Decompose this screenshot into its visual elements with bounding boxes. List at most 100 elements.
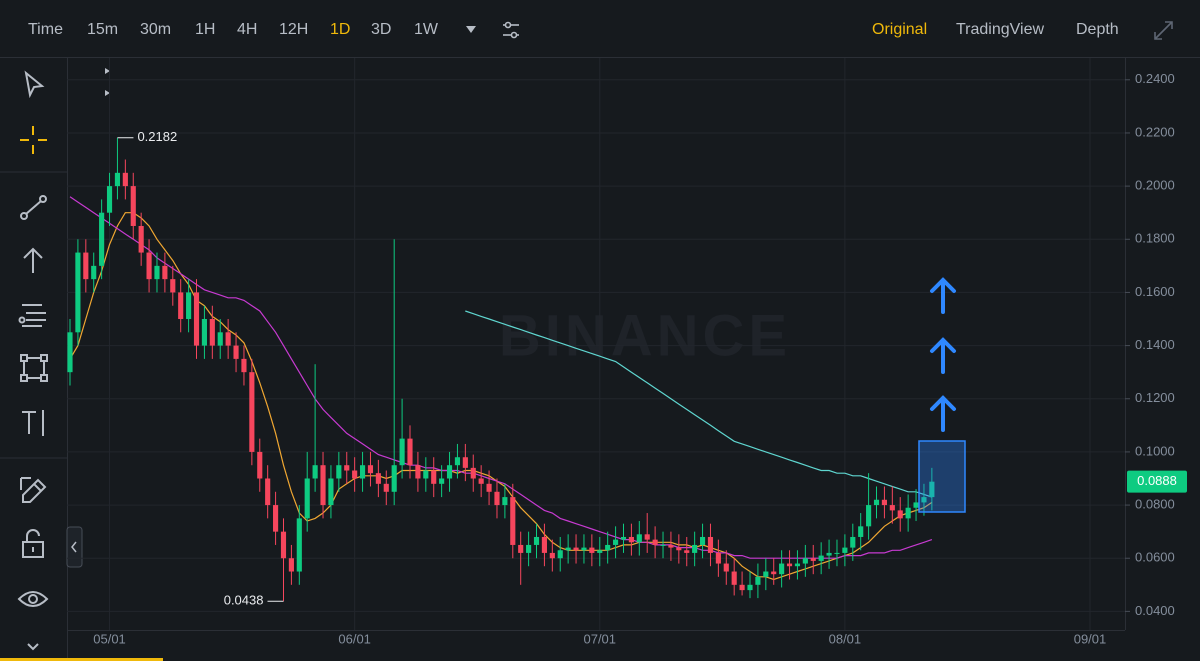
- edit-tool[interactable]: [20, 477, 47, 503]
- interval-button[interactable]: 1H: [195, 21, 215, 38]
- candle: [478, 465, 484, 498]
- fib-tool[interactable]: [18, 304, 47, 327]
- view-button[interactable]: TradingView: [956, 21, 1044, 38]
- trendline-tool[interactable]: [20, 195, 47, 220]
- candle: [850, 523, 856, 561]
- y-tick-label: 0.2000: [1135, 178, 1175, 193]
- interval-button[interactable]: 4H: [237, 21, 257, 38]
- interval-button[interactable]: 12H: [279, 21, 308, 38]
- candle-body: [802, 558, 808, 564]
- candle-body: [186, 292, 192, 320]
- candle: [209, 305, 215, 359]
- candle: [755, 563, 761, 599]
- candle: [296, 505, 302, 585]
- interval-button[interactable]: 1W: [414, 21, 439, 38]
- candle: [201, 305, 207, 359]
- interval-button[interactable]: 15m: [87, 21, 118, 38]
- candle: [352, 457, 358, 492]
- fullscreen-icon[interactable]: [1154, 21, 1173, 40]
- current-price-badge: [1127, 470, 1187, 493]
- candle: [668, 531, 674, 561]
- arrow-tool[interactable]: [23, 247, 43, 273]
- lock-tool[interactable]: [22, 529, 44, 558]
- candle-body: [114, 172, 121, 187]
- candle-body: [541, 536, 547, 553]
- y-tick-label: 0.1000: [1135, 443, 1175, 458]
- candle: [67, 319, 73, 386]
- visibility-tool[interactable]: [17, 591, 49, 607]
- shape-tool[interactable]: [20, 354, 48, 382]
- candle: [138, 212, 144, 266]
- candle: [541, 523, 547, 567]
- candle-body: [897, 510, 903, 519]
- candle: [146, 239, 152, 293]
- candle: [249, 358, 255, 466]
- candle-body: [613, 539, 619, 545]
- candle: [280, 518, 287, 602]
- interval-button[interactable]: Time: [28, 21, 63, 38]
- candle-body: [470, 467, 476, 479]
- candle-body: [692, 544, 698, 553]
- candle-body: [439, 478, 445, 484]
- candle: [644, 513, 650, 553]
- candle: [257, 438, 263, 492]
- crosshair-tool[interactable]: [20, 126, 47, 154]
- labels: 0.0400 0.0600 0.0800 0.1000 0.1200 0.1400 0.16…: [93, 71, 1187, 646]
- candle-body: [407, 438, 413, 466]
- scroll-indicator: [0, 658, 163, 661]
- candle: [842, 534, 848, 567]
- cursor-tool[interactable]: [24, 70, 45, 99]
- candle: [265, 465, 271, 519]
- drawing-toolbar: [0, 58, 67, 661]
- candle: [913, 489, 919, 522]
- interval-button[interactable]: 30m: [140, 21, 171, 38]
- candle: [818, 542, 824, 575]
- candle: [771, 558, 777, 585]
- candle-body: [739, 584, 745, 591]
- view-button-active[interactable]: Original: [872, 21, 927, 38]
- collapse-toolbar-button[interactable]: [66, 526, 83, 568]
- candle: [889, 486, 895, 524]
- candle-body: [288, 558, 294, 572]
- candle-body: [929, 481, 935, 498]
- candle-body: [478, 478, 484, 484]
- candle-body: [225, 332, 231, 346]
- candle: [312, 364, 318, 492]
- candle-body: [178, 292, 184, 320]
- collapse-icon: [71, 541, 77, 553]
- interval-button-active[interactable]: 1D: [330, 21, 350, 38]
- candle: [91, 252, 97, 293]
- candle: [154, 252, 160, 293]
- moving-average-line: [69, 196, 933, 559]
- candle-body: [565, 547, 571, 551]
- candle-body: [668, 544, 674, 548]
- expand-icon[interactable]: [27, 643, 39, 651]
- candle-body: [921, 497, 927, 503]
- candles: [67, 137, 935, 602]
- candle: [565, 534, 571, 564]
- candle: [233, 332, 239, 373]
- candle-body: [320, 465, 326, 506]
- candle: [597, 536, 603, 567]
- candle: [605, 531, 611, 564]
- candle-body: [858, 526, 864, 537]
- watermark: BINANCE: [499, 303, 791, 368]
- candle: [359, 451, 366, 492]
- candle-body: [296, 518, 302, 572]
- interval-dropdown[interactable]: [466, 26, 476, 33]
- settings-icon[interactable]: [503, 21, 519, 39]
- candle-body: [336, 465, 342, 479]
- candle: [652, 526, 658, 559]
- text-tool[interactable]: [22, 410, 44, 436]
- candle-body: [747, 584, 753, 591]
- candle-body: [201, 319, 207, 346]
- interval-button[interactable]: 3D: [371, 21, 391, 38]
- candle: [699, 523, 706, 559]
- candle: [628, 523, 634, 556]
- drawn-box: [918, 440, 966, 513]
- candle-body: [881, 499, 887, 506]
- view-button[interactable]: Depth: [1076, 21, 1119, 38]
- candle: [557, 536, 563, 572]
- y-tick-label: 0.2200: [1135, 124, 1175, 139]
